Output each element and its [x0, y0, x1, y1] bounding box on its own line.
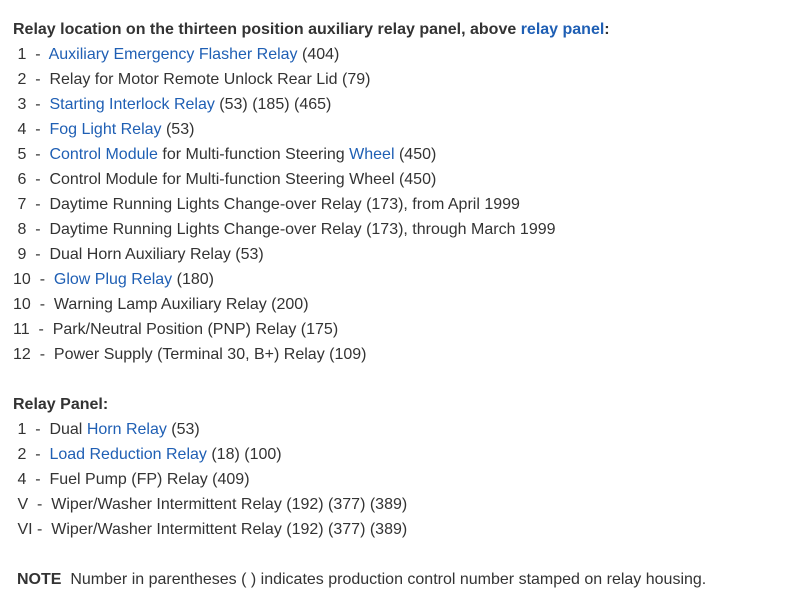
note-text: Number in parentheses ( ) indicates prod… [61, 571, 707, 588]
list-item: 10 - Warning Lamp Auxiliary Relay (200) [13, 292, 799, 317]
item-text: 5 - [13, 146, 50, 163]
list-item: 5 - Control Module for Multi-function St… [13, 142, 799, 167]
list-item: 3 - Starting Interlock Relay (53) (185) … [13, 92, 799, 117]
item-text: (404) [297, 46, 340, 63]
item-text: 1 - Dual [13, 421, 87, 438]
list-item: V - Wiper/Washer Intermittent Relay (192… [13, 492, 799, 517]
section1-heading-text: Relay location on the thirteen position … [13, 21, 521, 38]
list-item: 12 - Power Supply (Terminal 30, B+) Rela… [13, 342, 799, 367]
item-text: 3 - [13, 96, 50, 113]
item-text: 4 - Fuel Pump (FP) Relay (409) [13, 471, 250, 488]
item-text: 7 - Daytime Running Lights Change-over R… [13, 196, 520, 213]
section1-list: 1 - Auxiliary Emergency Flasher Relay (4… [13, 42, 799, 367]
list-item: 9 - Dual Horn Auxiliary Relay (53) [13, 242, 799, 267]
section2-list: 1 - Dual Horn Relay (53) 2 - Load Reduct… [13, 417, 799, 542]
relay-link[interactable]: Wheel [349, 146, 395, 163]
list-item: 2 - Load Reduction Relay (18) (100) [13, 442, 799, 467]
item-text: VI - Wiper/Washer Intermittent Relay (19… [13, 521, 408, 538]
item-text: V - Wiper/Washer Intermittent Relay (192… [13, 496, 408, 513]
relay-link[interactable]: Starting Interlock Relay [49, 96, 215, 113]
list-item: 1 - Auxiliary Emergency Flasher Relay (4… [13, 42, 799, 67]
item-text: 2 - [13, 446, 50, 463]
item-text: 6 - Control Module for Multi-function St… [13, 171, 437, 188]
list-item: 11 - Park/Neutral Position (PNP) Relay (… [13, 317, 799, 342]
item-text: 8 - Daytime Running Lights Change-over R… [13, 221, 556, 238]
list-item: 7 - Daytime Running Lights Change-over R… [13, 192, 799, 217]
list-item: 6 - Control Module for Multi-function St… [13, 167, 799, 192]
note-label: NOTE [17, 571, 62, 588]
section2-heading: Relay Panel: [13, 396, 109, 413]
item-text: (53) [166, 421, 200, 438]
relay-link[interactable]: Horn Relay [86, 421, 167, 438]
list-item: 1 - Dual Horn Relay (53) [13, 417, 799, 442]
item-text: 10 - [13, 271, 54, 288]
section1-heading-colon: : [604, 21, 610, 38]
list-item: VI - Wiper/Washer Intermittent Relay (19… [13, 517, 799, 542]
item-text: (18) (100) [206, 446, 282, 463]
note-line: NOTE Number in parentheses ( ) indicates… [17, 567, 799, 592]
item-text: 11 - Park/Neutral Position (PNP) Relay (… [13, 321, 339, 338]
list-item: 4 - Fuel Pump (FP) Relay (409) [13, 467, 799, 492]
list-item: 2 - Relay for Motor Remote Unlock Rear L… [13, 67, 799, 92]
spacer [13, 542, 799, 567]
item-text: for Multi-function Steering [157, 146, 350, 163]
relay-link[interactable]: Control Module [49, 146, 158, 163]
relay-panel-link[interactable]: relay panel [520, 21, 605, 38]
section1-heading: Relay location on the thirteen position … [13, 17, 799, 42]
list-item: 4 - Fog Light Relay (53) [13, 117, 799, 142]
relay-link[interactable]: Fog Light Relay [49, 121, 162, 138]
relay-link[interactable]: Auxiliary Emergency Flasher Relay [48, 46, 298, 63]
item-text: 2 - Relay for Motor Remote Unlock Rear L… [13, 71, 371, 88]
item-text: 1 - [13, 46, 49, 63]
list-item: 8 - Daytime Running Lights Change-over R… [13, 217, 799, 242]
item-text: 12 - Power Supply (Terminal 30, B+) Rela… [13, 346, 367, 363]
item-text: 10 - Warning Lamp Auxiliary Relay (200) [13, 296, 309, 313]
item-text: (450) [394, 146, 437, 163]
document: Relay location on the thirteen position … [13, 17, 799, 592]
item-text: (53) [161, 121, 195, 138]
list-item: 10 - Glow Plug Relay (180) [13, 267, 799, 292]
item-text: (180) [172, 271, 214, 288]
item-text: 9 - Dual Horn Auxiliary Relay (53) [13, 246, 264, 263]
item-text: 4 - [13, 121, 50, 138]
relay-link[interactable]: Glow Plug Relay [53, 271, 173, 288]
spacer [13, 367, 799, 392]
relay-link[interactable]: Load Reduction Relay [49, 446, 207, 463]
item-text: (53) (185) (465) [214, 96, 332, 113]
